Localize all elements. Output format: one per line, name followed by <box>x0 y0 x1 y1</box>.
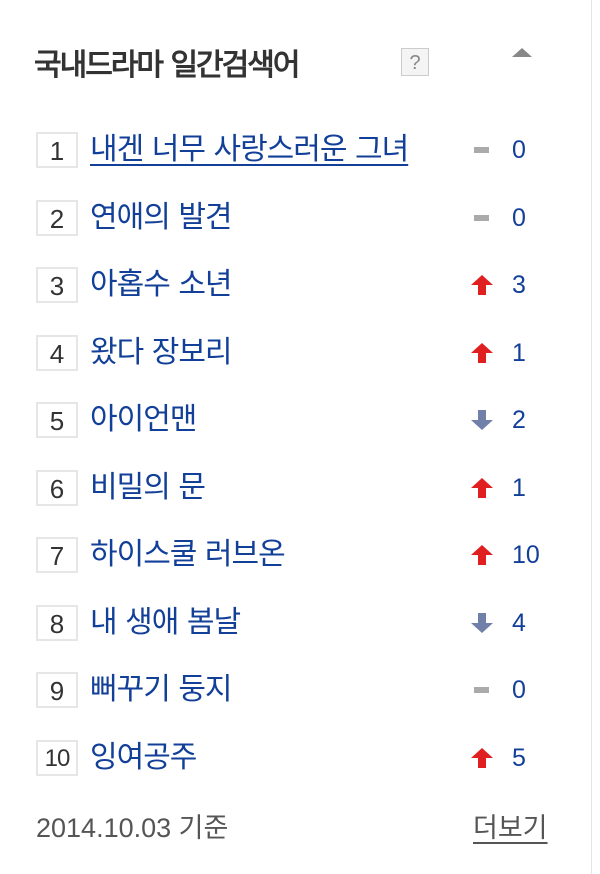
ranking-item: 2 연애의 발견 0 <box>0 196 591 240</box>
rank-change: 2 <box>512 406 526 434</box>
arrow-up-icon <box>470 342 494 363</box>
rank-badge: 9 <box>36 672 78 708</box>
more-link[interactable]: 더보기 <box>473 813 548 844</box>
ranking-item: 1 내겐 너무 사랑스러운 그녀 0 <box>0 128 591 172</box>
drama-title-link[interactable]: 비밀의 문 <box>90 469 206 505</box>
drama-title-link[interactable]: 연애의 발견 <box>90 199 233 235</box>
rank-badge: 2 <box>36 199 78 236</box>
no-change-icon <box>470 208 494 228</box>
rank-badge: 5 <box>36 402 78 438</box>
triangle-up-icon[interactable] <box>512 48 532 57</box>
drama-title-link[interactable]: 왔다 장보리 <box>90 334 233 370</box>
drama-title-link[interactable]: 아이언맨 <box>90 402 197 437</box>
no-change-icon <box>470 680 494 700</box>
rank-change: 4 <box>512 608 526 637</box>
rank-change: 0 <box>512 136 526 164</box>
rank-change: 3 <box>512 271 526 299</box>
no-change-icon <box>470 140 494 160</box>
rank-change: 0 <box>512 203 526 232</box>
drama-title-link[interactable]: 하이스쿨 러브온 <box>90 537 286 572</box>
rank-change: 10 <box>512 541 540 569</box>
arrow-up-icon <box>470 275 494 295</box>
arrow-down-icon <box>470 612 494 633</box>
reference-date: 2014.10.03 기준 <box>36 813 229 843</box>
ranking-item: 9 뻐꾸기 둥지 0 <box>0 668 591 712</box>
drama-title-link[interactable]: 내 생애 봄날 <box>90 604 241 640</box>
ranking-item: 4 왔다 장보리 1 <box>0 331 591 375</box>
rank-change: 1 <box>512 473 526 502</box>
arrow-up-icon <box>470 747 494 768</box>
ranking-item: 5 아이언맨 2 <box>0 398 591 442</box>
drama-title-link[interactable]: 아홉수 소년 <box>90 267 233 302</box>
help-button[interactable]: ? <box>401 48 429 76</box>
ranking-item: 6 비밀의 문 1 <box>0 466 591 510</box>
rank-badge: 10 <box>36 739 78 776</box>
rank-badge: 8 <box>36 604 78 641</box>
ranking-item: 8 내 생애 봄날 4 <box>0 601 591 645</box>
drama-title-link[interactable]: 내겐 너무 사랑스러운 그녀 <box>90 132 409 167</box>
rank-badge: 3 <box>36 267 78 303</box>
ranking-item: 10 잉여공주 5 <box>0 736 591 780</box>
rank-badge: 1 <box>36 132 78 168</box>
panel-border <box>591 0 592 874</box>
drama-title-link[interactable]: 뻐꾸기 둥지 <box>90 672 233 707</box>
rank-change: 0 <box>512 676 526 704</box>
ranking-item: 3 아홉수 소년 3 <box>0 263 591 307</box>
rank-badge: 4 <box>36 334 78 371</box>
arrow-down-icon <box>470 410 494 430</box>
rank-change: 1 <box>512 338 526 367</box>
panel-title: 국내드라마 일간검색어 <box>34 48 300 83</box>
drama-title-link[interactable]: 잉여공주 <box>90 739 197 775</box>
rank-change: 5 <box>512 743 526 772</box>
arrow-up-icon <box>470 477 494 498</box>
rank-badge: 6 <box>36 469 78 506</box>
arrow-up-icon <box>470 545 494 565</box>
ranking-item: 7 하이스쿨 러브온 10 <box>0 533 591 577</box>
rank-badge: 7 <box>36 537 78 573</box>
